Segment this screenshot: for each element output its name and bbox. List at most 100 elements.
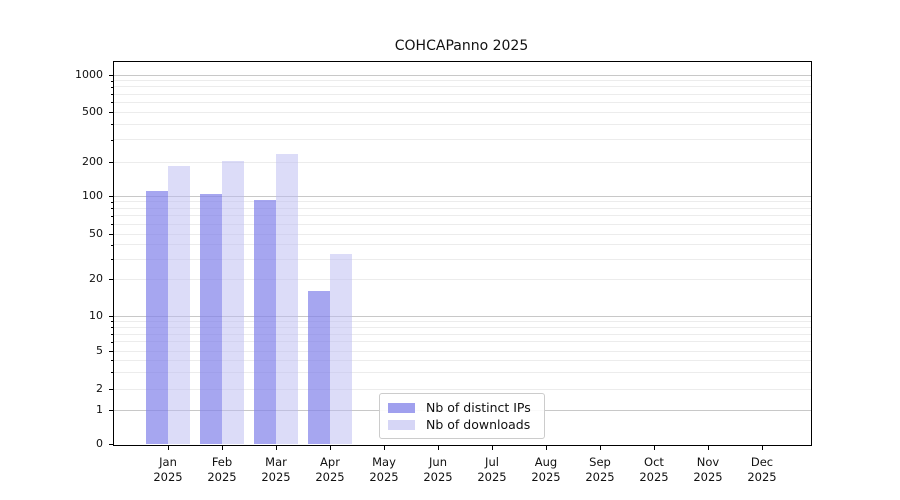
x-axis-tick [762,446,763,450]
gridline-minor [114,86,811,88]
y-axis-tick [109,351,113,352]
y-tick-label: 500 [82,105,103,118]
y-axis-minor-tick [111,208,113,210]
x-tick-label: Nov 2025 [693,455,723,484]
bar-distinct-ips-jan [146,191,168,444]
gridline-minor [114,244,811,246]
x-axis-tick [168,446,169,450]
gridline-minor [114,320,811,322]
gridline-minor [114,223,811,225]
gridline-minor [114,371,811,373]
gridline-minor [114,207,811,209]
y-axis-minor-tick [111,94,113,96]
gridline-minor [114,326,811,328]
gridline-major [114,74,811,76]
legend-swatch-distinct-ips [388,402,415,413]
gridline-minor [114,341,811,343]
gridline-minor [114,359,811,361]
gridline-minor [114,350,811,352]
gridline-minor [114,233,811,235]
y-tick-label: 0 [96,437,103,450]
y-axis-tick [109,279,113,280]
y-axis-minor-tick [111,327,113,329]
y-tick-label: 20 [89,272,103,285]
x-tick-label: Sep 2025 [585,455,615,484]
y-axis-minor-tick [111,215,113,217]
y-axis-tick [109,112,113,113]
y-axis-tick [109,234,113,235]
x-axis-tick [438,446,439,450]
x-tick-label: Apr 2025 [315,455,345,484]
x-tick-label: Jul 2025 [477,455,507,484]
legend-swatch-downloads [388,419,415,430]
x-tick-label: Feb 2025 [207,455,237,484]
y-axis-tick [109,162,113,163]
legend-item-downloads: Nb of downloads [388,416,536,433]
x-tick-label: Mar 2025 [261,455,291,484]
legend: Nb of distinct IPs Nb of downloads [379,393,545,439]
y-axis-minor-tick [111,102,113,104]
y-axis-tick [109,389,113,390]
y-axis-minor-tick [111,334,113,335]
x-axis-tick [492,446,493,450]
bar-distinct-ips-mar [254,199,276,444]
y-axis-minor-tick [111,321,113,323]
y-axis-minor-tick [111,360,113,362]
x-tick-label: Dec 2025 [747,455,777,484]
gridline-major [114,195,811,197]
y-axis-tick [109,410,113,411]
chart-title: COHCAPanno 2025 [394,38,529,54]
y-axis-minor-tick [111,139,113,141]
x-axis-tick [708,446,709,450]
y-axis-minor-tick [111,201,113,203]
x-axis-tick [222,446,223,450]
gridline-minor [114,278,811,280]
y-tick-label: 50 [89,227,103,240]
gridline-minor [114,101,811,103]
y-tick-label: 200 [82,155,103,168]
y-axis-minor-tick [111,259,113,261]
x-axis-tick [654,446,655,450]
bar-downloads-feb [222,160,244,444]
x-axis-tick [546,446,547,450]
gridline-minor [114,161,811,163]
y-axis-tick [109,75,113,76]
y-axis-minor-tick [111,80,113,82]
gridline-minor [114,93,811,95]
y-tick-label: 10 [89,309,103,322]
gridline-minor [114,258,811,260]
gridline-minor [114,80,811,82]
y-axis-minor-tick [111,224,113,225]
y-axis-tick [109,196,113,197]
x-tick-label: Jan 2025 [153,455,183,484]
legend-label-distinct-ips: Nb of distinct IPs [426,400,531,415]
y-tick-label: 1 [96,403,103,416]
x-tick-label: Aug 2025 [531,455,561,484]
gridline-minor [114,201,811,203]
bar-distinct-ips-feb [200,194,222,444]
y-axis-minor-tick [111,341,113,343]
y-tick-label: 1000 [75,68,103,81]
x-axis-tick [330,446,331,450]
legend-item-distinct-ips: Nb of distinct IPs [388,399,536,416]
gridline-minor [114,111,811,113]
gridline-minor [114,388,811,390]
gridline-minor [114,333,811,335]
gridline-minor [114,215,811,217]
bar-downloads-jan [168,165,190,444]
x-axis-tick [384,446,385,450]
y-axis-minor-tick [111,86,113,88]
plot-area: 0 1 2 5 10 20 50 100 200 500 1000 Jan 2025 Feb 2025 M… [75,61,812,484]
y-axis-minor-tick [111,372,113,374]
gridline-minor [114,123,811,125]
y-tick-label: 100 [82,189,103,202]
bar-downloads-mar [276,154,298,444]
y-axis-minor-tick [111,244,113,246]
y-axis-tick [109,316,113,317]
y-tick-label: 2 [96,382,103,395]
x-axis-tick [600,446,601,450]
bar-downloads-apr [330,254,352,444]
gridline-major [114,315,811,317]
x-tick-label: Oct 2025 [639,455,669,484]
